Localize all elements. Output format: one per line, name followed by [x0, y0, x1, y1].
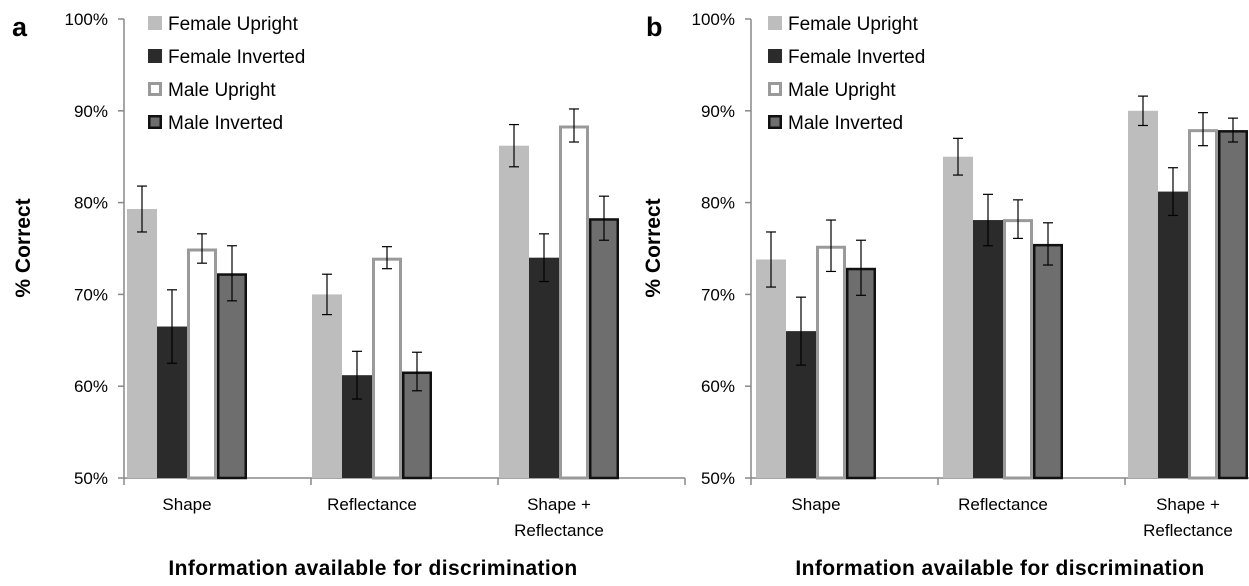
y-axis-label: % Correct [642, 198, 665, 297]
y-tick-label: 100% [692, 10, 735, 29]
legend-entry: Male Upright [168, 80, 276, 101]
bar [1003, 219, 1033, 480]
legend-entry: Female Upright [788, 14, 919, 35]
panel-letter: b [646, 12, 663, 42]
legend-swatch [768, 49, 782, 63]
legend-swatch [148, 82, 162, 96]
bar [529, 257, 559, 478]
category-label: Shape + [527, 495, 591, 514]
bar [559, 125, 589, 480]
chart-panel-a: a 50% 60% 70% 80% 90% 100% % Correct Information… [12, 10, 686, 580]
y-tick-label: 50% [701, 469, 735, 488]
y-axis-label: % Correct [12, 198, 35, 297]
bar [312, 294, 342, 478]
bar [756, 259, 786, 478]
bar [1158, 191, 1188, 479]
legend-entry: Male Inverted [168, 113, 283, 134]
x-axis-label: Information available for discrimination [168, 557, 577, 580]
legend-swatch [148, 16, 162, 30]
chart-panel-b: b 50% 60% 70% 80% 90% 100% % Correct Information… [642, 10, 1249, 580]
bar [589, 218, 619, 480]
category-label: Shape + [1156, 495, 1220, 514]
bar [816, 245, 846, 480]
legend-swatch [768, 16, 782, 30]
bar [973, 220, 1003, 479]
category-label: Reflectance [1143, 521, 1233, 540]
x-axis-label: Information available for discrimination [795, 557, 1204, 580]
bar [127, 209, 157, 478]
bar [372, 257, 402, 480]
category-label: Shape [162, 495, 211, 514]
bar [217, 273, 247, 480]
category-label: Shape [791, 495, 840, 514]
bar [846, 267, 876, 480]
category-label: Reflectance [514, 521, 604, 540]
legend-entry: Male Upright [788, 80, 896, 101]
y-tick-label: 80% [74, 194, 108, 213]
y-tick-label: 70% [74, 285, 108, 304]
category-label: Reflectance [958, 495, 1048, 514]
bar [1188, 129, 1218, 480]
panel-letter: a [12, 12, 28, 42]
legend-entry: Female Inverted [168, 47, 305, 68]
category-label: Reflectance [327, 495, 417, 514]
legend-entry: Female Upright [168, 14, 299, 35]
bar [187, 248, 217, 480]
y-tick-label: 70% [701, 285, 735, 304]
legend-entry: Female Inverted [788, 47, 925, 68]
legend-swatch [148, 49, 162, 63]
y-tick-label: 100% [65, 10, 108, 29]
legend-entry: Male Inverted [788, 113, 903, 134]
y-tick-label: 50% [74, 469, 108, 488]
y-tick-label: 60% [74, 377, 108, 396]
bar [1128, 110, 1158, 479]
y-tick-label: 90% [74, 102, 108, 121]
legend-swatch [768, 115, 782, 129]
bar [1218, 130, 1248, 480]
legend-swatch [148, 115, 162, 129]
y-tick-label: 60% [701, 377, 735, 396]
bar [499, 145, 529, 478]
legend-swatch [768, 82, 782, 96]
y-tick-label: 80% [701, 194, 735, 213]
bar [1033, 243, 1063, 480]
bar [943, 156, 973, 478]
y-tick-label: 90% [701, 102, 735, 121]
